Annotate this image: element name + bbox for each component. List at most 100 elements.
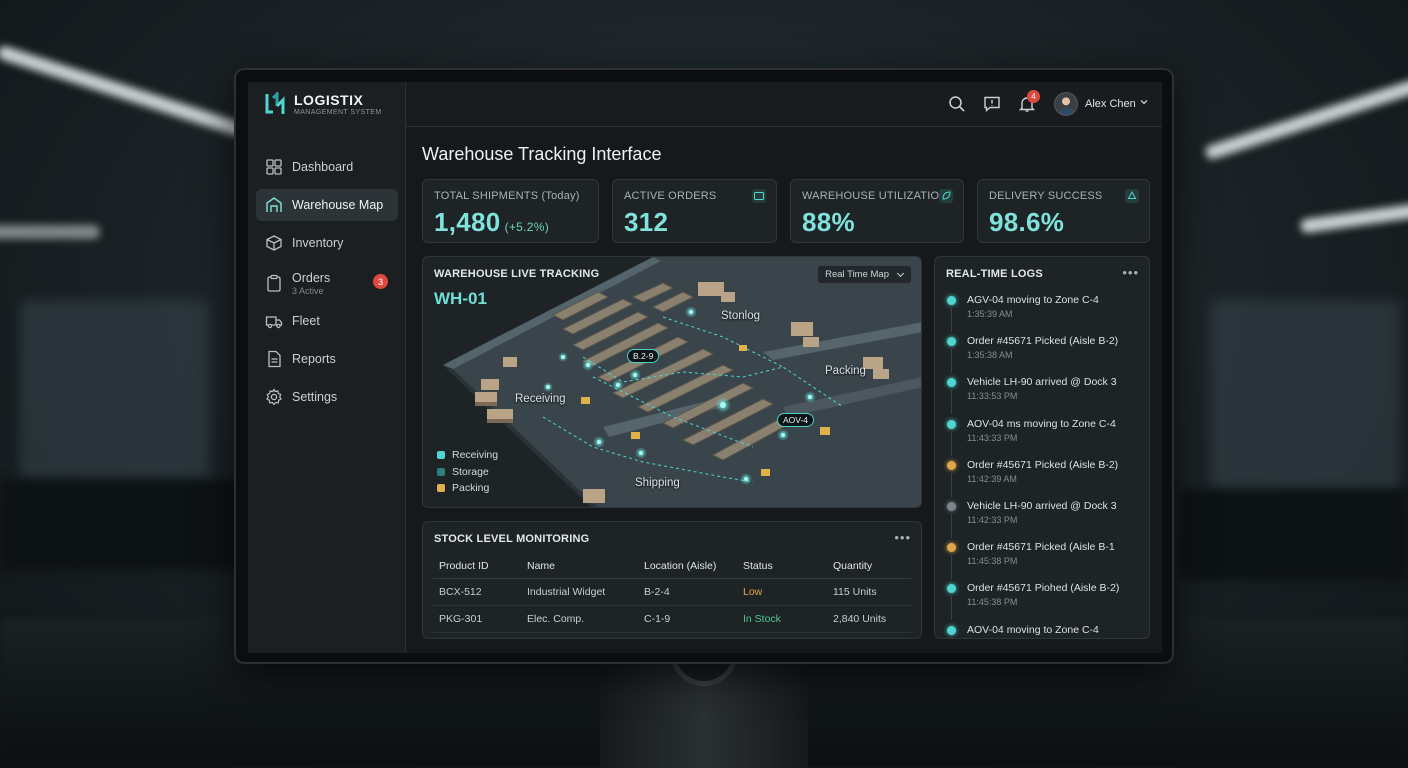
sidebar-item-label: Settings (292, 390, 338, 404)
kpi-delivery-success: DELIVERY SUCCESS 98.6% (977, 179, 1150, 243)
kpi-label: ACTIVE ORDERS (624, 190, 717, 202)
kpi-active-orders: ACTIVE ORDERS 312 (612, 179, 777, 243)
cell-location: B-2-4 (638, 578, 737, 606)
cell-status: In Stock (737, 605, 827, 633)
cell-status: Low (737, 578, 827, 606)
table-row[interactable]: BCX-512 Industrial Widget B-2-4 Low 115 … (433, 578, 911, 606)
timeline-connector (951, 431, 952, 456)
legend-label: Receiving (452, 449, 499, 462)
sidebar-item-dashboard[interactable]: Dashboard (256, 151, 398, 183)
timeline-connector (951, 349, 952, 374)
cell-product-id: BCX-512 (433, 578, 521, 606)
status-dot-icon (947, 502, 956, 511)
legend-label: Storage (452, 465, 489, 478)
gear-icon (266, 388, 282, 406)
kpi-total-shipments: TOTAL SHIPMENTS (Today) 1,480 (+5.2%) (422, 179, 599, 243)
warehouse-3d-map[interactable] (423, 257, 922, 508)
status-dot-icon (947, 378, 956, 388)
legend-swatch (437, 484, 445, 493)
status-dot-icon (947, 296, 956, 305)
status-dot-icon (947, 460, 956, 470)
brand-name: LOGISTIX (294, 92, 364, 108)
logs-title: REAL-TIME LOGS (946, 268, 1043, 280)
brand-logo[interactable]: LOGISTIX MANAGEMENT SYSTEM (264, 92, 382, 116)
message-alert-icon[interactable] (983, 95, 1001, 113)
log-timestamp: 1:35:39 AM (967, 309, 1013, 319)
orders-active-count: 3 Active (292, 285, 324, 296)
logistix-logo-icon (265, 92, 285, 114)
search-icon[interactable] (948, 95, 966, 113)
sidebar-item-inventory[interactable]: Inventory (256, 227, 398, 259)
kpi-value: 1,480 (+5.2%) (434, 207, 549, 238)
column-header[interactable]: Location (Aisle) (638, 554, 737, 579)
map-tag[interactable]: AOV-4 (777, 413, 815, 427)
timeline-connector (951, 308, 952, 332)
chevron-down-icon[interactable] (1139, 97, 1149, 107)
tracking-title: WAREHOUSE LIVE TRACKING (434, 268, 600, 280)
cell-name: Industrial Widget (521, 578, 638, 606)
legend-item-receiving: Receiving (437, 447, 498, 464)
column-header[interactable]: Product ID (433, 554, 521, 579)
log-timestamp: 11:43:33 PM (967, 432, 1018, 443)
orders-badge: 3 (373, 274, 388, 289)
table-row[interactable]: PKG-301 Elec. Comp. C-1-9 In Stock 2,840… (433, 605, 911, 633)
brand-subtitle: MANAGEMENT SYSTEM (294, 109, 382, 116)
kpi-number: 1,480 (434, 207, 501, 237)
log-text: AOV-04 moving to Zone C-4 (967, 623, 1099, 636)
sidebar-item-settings[interactable]: Settings (256, 381, 398, 413)
legend-label: Packing (452, 482, 490, 495)
sidebar-item-warehouse-map[interactable]: Warehouse Map (256, 189, 398, 221)
stock-table: Product ID Name Location (Aisle) Status … (433, 554, 911, 633)
log-timestamp: 1:35:38 AM (967, 350, 1013, 361)
sidebar-item-label: Fleet (292, 314, 320, 328)
sidebar-item-label: Inventory (292, 236, 344, 250)
sidebar-item-reports[interactable]: Reports (256, 343, 398, 375)
more-options-button[interactable]: ••• (894, 530, 911, 545)
truck-icon (265, 316, 283, 329)
kpi-value: 98.6% (989, 207, 1065, 237)
column-header[interactable]: Quantity (827, 554, 911, 579)
map-tag[interactable]: B.2-9 (627, 349, 660, 363)
status-dot-icon (947, 419, 956, 429)
status-dot-icon (947, 625, 956, 635)
log-text: Order #45671 Picked (Aisle B-2) (967, 458, 1119, 471)
sidebar-item-fleet[interactable]: Fleet (256, 305, 398, 337)
kpi-change: (+5.2%) (504, 220, 550, 234)
log-timestamp: 11:33:53 PM (967, 391, 1018, 402)
kpi-label: WAREHOUSE UTILIZATION (802, 190, 948, 202)
sidebar-nav: Dashboard Warehouse Map Inventory (256, 151, 398, 419)
legend-item-storage: Storage (437, 464, 498, 481)
stock-title: STOCK LEVEL MONITORING (434, 533, 590, 545)
sidebar: LOGISTIX MANAGEMENT SYSTEM Dashboard (248, 82, 406, 653)
cell-quantity: 115 Units (827, 578, 911, 606)
cell-product-id: PKG-301 (433, 605, 521, 633)
timeline-connector (951, 472, 952, 497)
log-text: AOV-04 ms moving to Zone C-4 (967, 417, 1116, 430)
log-text: Vehicle LH-90 arrived @ Dock 3 (967, 500, 1117, 512)
dashboard-icon (266, 159, 282, 175)
legend-swatch (437, 467, 445, 476)
kpi-label: TOTAL SHIPMENTS (Today) (434, 190, 580, 202)
column-header[interactable]: Status (737, 554, 827, 579)
status-dot-icon (947, 584, 956, 594)
more-options-button[interactable]: ••• (1122, 265, 1139, 280)
log-text: Order #45671 Picked (Aisle B-1 (967, 541, 1115, 554)
map-view-select[interactable]: Real Time Map (817, 265, 912, 284)
avatar[interactable] (1054, 92, 1078, 116)
kpi-label: DELIVERY SUCCESS (989, 190, 1103, 202)
sidebar-item-orders[interactable]: Orders 3 Active 3 (256, 265, 398, 301)
top-header: 4 Alex Chen (406, 82, 1162, 127)
orders-icon (752, 189, 766, 203)
recycle-icon (1125, 189, 1139, 203)
sidebar-item-label: Warehouse Map (292, 198, 384, 212)
cell-quantity: 2,840 Units (827, 605, 911, 633)
sidebar-item-label: Dashboard (292, 160, 354, 174)
timeline-connector (951, 596, 952, 621)
timeline-connector (951, 555, 952, 580)
kpi-value: 88% (802, 207, 855, 237)
warehouse-id: WH-01 (434, 289, 487, 308)
log-text: Order #45671 Picked (Aisle B-2) (967, 335, 1119, 348)
kpi-value: 312 (624, 207, 669, 237)
column-header[interactable]: Name (521, 554, 638, 579)
user-name[interactable]: Alex Chen (1085, 98, 1136, 110)
